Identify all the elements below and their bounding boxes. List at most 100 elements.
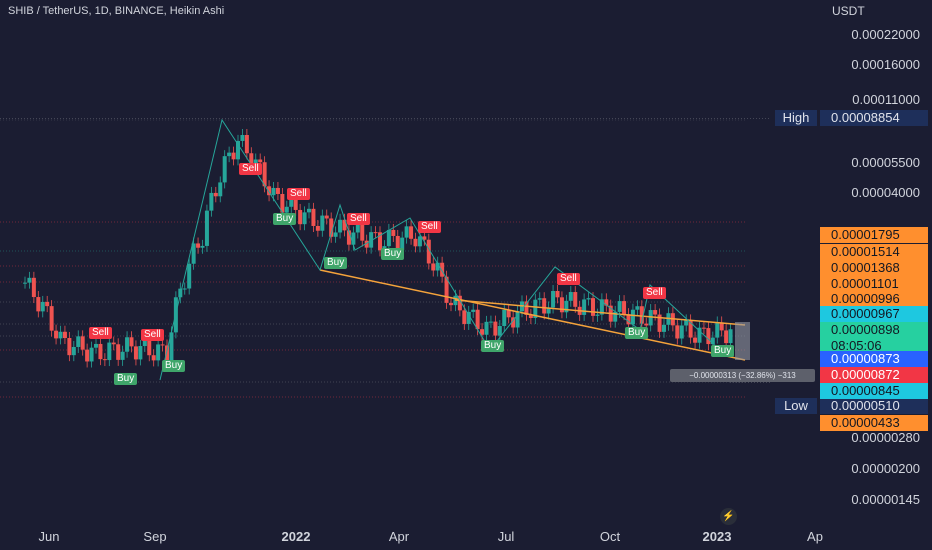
candle-body — [120, 351, 125, 360]
price-tag: 0.00000872 — [820, 367, 928, 383]
candle-body — [413, 238, 418, 247]
candle-body — [697, 327, 702, 343]
candle-body — [338, 219, 343, 233]
candle-body — [710, 337, 715, 345]
candle-body — [400, 237, 405, 250]
candle-body — [346, 230, 351, 245]
sell-signal: Sell — [418, 221, 441, 233]
time-axis-label: 2022 — [281, 529, 311, 544]
buy-signal: Buy — [481, 340, 505, 352]
sell-signal: Sell — [557, 273, 580, 285]
candle-body — [129, 337, 134, 347]
time-axis-label: Ap — [807, 529, 823, 544]
lightning-icon[interactable]: ⚡ — [720, 508, 737, 525]
chart-title: SHIB / TetherUS, 1D, BINANCE, Heikin Ash… — [8, 5, 225, 17]
candle-body — [617, 301, 622, 312]
candle-body — [679, 325, 684, 339]
candle-body — [76, 336, 81, 347]
candle-body — [258, 159, 263, 163]
candle-body — [431, 263, 436, 271]
candle-body — [613, 311, 618, 322]
candle-body — [542, 298, 547, 314]
low-label: Low — [775, 398, 817, 414]
buy-signal: Buy — [381, 248, 405, 260]
candle-body — [169, 332, 174, 364]
candle-body — [524, 301, 529, 315]
candle-body — [440, 262, 445, 277]
time-axis-label: 2023 — [702, 529, 732, 544]
candle-body — [586, 298, 591, 300]
candle-body — [564, 300, 569, 313]
time-axis-label: Oct — [599, 529, 621, 544]
candle-body — [386, 229, 391, 247]
sell-signal: Sell — [287, 188, 310, 200]
candle-body — [40, 301, 45, 312]
candle-body — [466, 311, 471, 324]
candle-body — [471, 309, 476, 312]
candle-body — [200, 245, 205, 248]
candle-body — [475, 309, 480, 330]
candle-body — [715, 322, 720, 338]
candle-body — [133, 346, 138, 360]
candle-body — [298, 209, 303, 225]
candle-body — [125, 337, 130, 352]
time-axis-label: Jul — [497, 529, 515, 544]
candle-body — [27, 277, 32, 283]
candle-body — [644, 323, 649, 326]
candle-body — [364, 240, 369, 248]
candle-body — [426, 239, 431, 264]
candle-body — [231, 152, 236, 160]
candle-body — [533, 299, 538, 318]
price-tag: 0.00001368 — [820, 260, 928, 276]
candle-body — [528, 314, 533, 318]
candle-body — [160, 344, 165, 346]
buy-signal: Buy — [711, 345, 735, 357]
candle-body — [196, 243, 201, 248]
buy-signal: Buy — [162, 360, 186, 372]
candle-body — [409, 226, 414, 239]
candle-body — [315, 225, 320, 231]
candle-body — [595, 314, 600, 316]
price-axis-label: 0.00000280 — [851, 430, 920, 445]
zigzag-line — [159, 118, 721, 381]
candle-body — [182, 288, 187, 290]
candle-body — [138, 346, 143, 360]
candle-body — [444, 276, 449, 303]
candle-body — [395, 235, 400, 250]
candle-body — [98, 343, 103, 360]
candle-body — [693, 337, 698, 343]
candle-body — [657, 314, 662, 332]
candle-body — [329, 218, 334, 237]
candle-body — [559, 297, 564, 313]
candle-body — [449, 302, 453, 306]
buy-signal: Buy — [114, 373, 138, 385]
sell-signal: Sell — [89, 327, 112, 339]
candle-body — [435, 262, 440, 271]
candle-body — [94, 343, 98, 348]
candle-body — [116, 344, 121, 360]
high-label: High — [775, 110, 817, 126]
candle-body — [506, 309, 511, 318]
candle-body — [630, 309, 635, 325]
sell-signal: Sell — [347, 213, 370, 225]
candle-body — [391, 229, 396, 236]
candle-body — [31, 277, 36, 298]
candle-body — [511, 317, 516, 328]
candle-body — [591, 298, 595, 316]
candle-body — [457, 295, 462, 311]
candle-body — [213, 192, 218, 197]
candle-body — [23, 282, 27, 284]
candle-body — [622, 301, 627, 315]
currency-unit: USDT — [832, 4, 865, 18]
price-axis-label: 0.00016000 — [851, 57, 920, 72]
candle-body — [355, 224, 360, 233]
price-tag: 0.00000845 — [820, 383, 928, 399]
time-axis-label: Apr — [388, 529, 410, 544]
candle-body — [724, 330, 729, 344]
candle-body — [515, 311, 520, 328]
candle-body — [462, 310, 467, 324]
candle-body — [62, 331, 67, 339]
candle-body — [187, 263, 192, 289]
